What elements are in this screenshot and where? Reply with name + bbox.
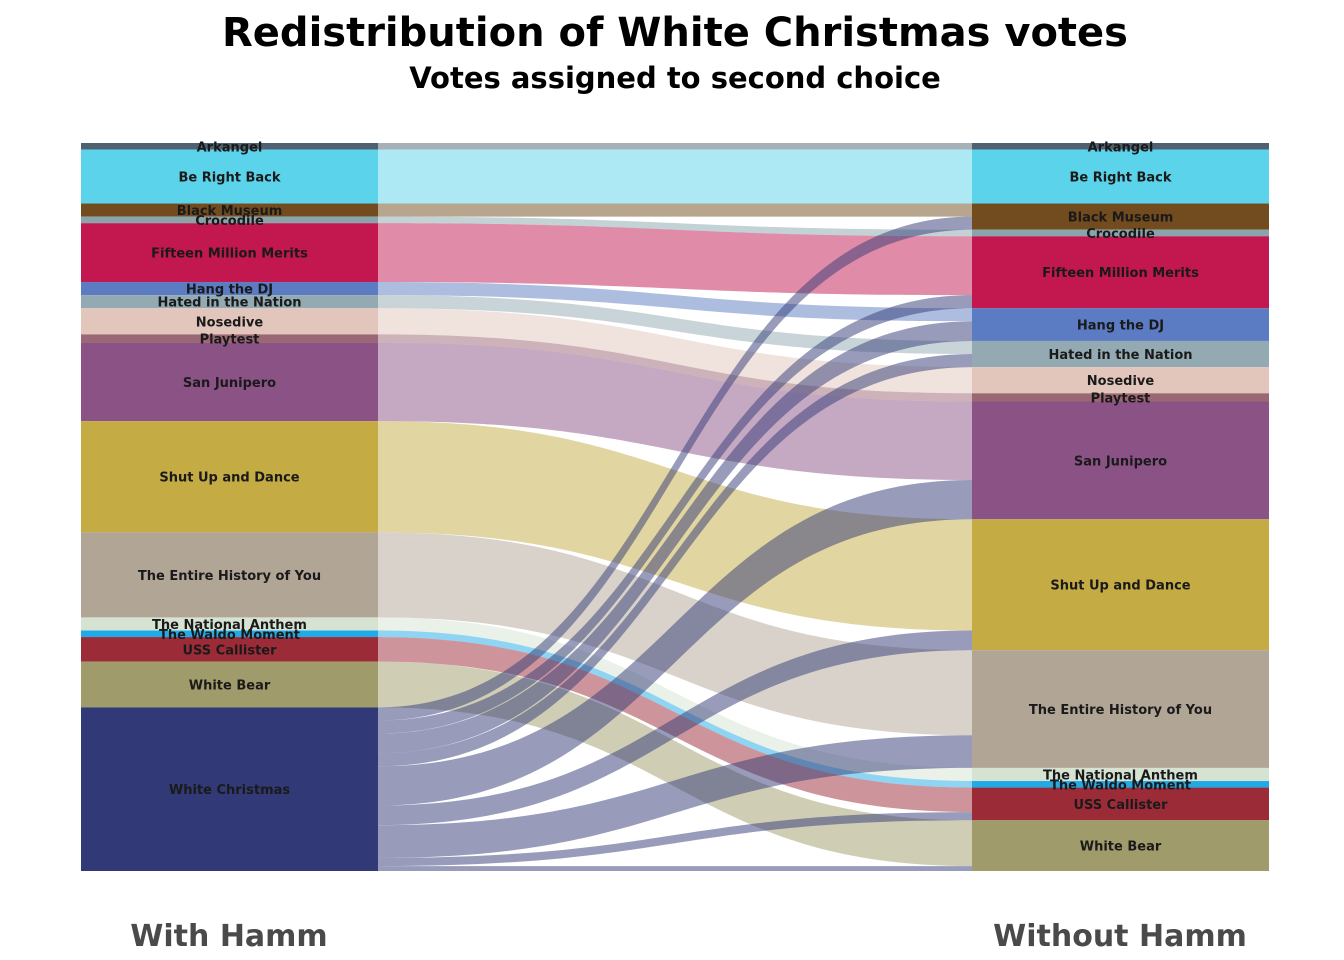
- right-node-label-white-bear: White Bear: [1080, 840, 1162, 855]
- flow-crocodile: [378, 216, 972, 237]
- flow-be-right-back: [378, 149, 972, 204]
- chart-subtitle: Votes assigned to second choice: [409, 61, 941, 95]
- flow-playtest: [378, 334, 972, 402]
- right-node-playtest: [972, 393, 1269, 402]
- left-node-arkangel: [81, 143, 378, 150]
- axis-label-with-hamm: With Hamm: [130, 919, 327, 954]
- flow-hang-the-dj: [378, 282, 972, 322]
- right-node-label-be-right-back: Be Right Back: [1069, 171, 1171, 186]
- left-node-label-crocodile: Crocodile: [195, 214, 264, 229]
- flow-white-christmas-to-fifteen-million-merits: [378, 295, 972, 734]
- left-node-fifteen-million-merits: [81, 223, 378, 283]
- right-node-label-san-junipero: San Junipero: [1074, 454, 1167, 469]
- left-node-playtest: [81, 334, 378, 343]
- right-node-label-fifteen-million-merits: Fifteen Million Merits: [1042, 266, 1199, 281]
- right-node-the-national-anthem: [972, 767, 1269, 782]
- right-node-uss-callister: [972, 787, 1269, 821]
- right-node-label-arkangel: Arkangel: [1088, 140, 1154, 155]
- right-node-be-right-back: [972, 149, 1269, 204]
- left-node-the-entire-history-of-you: [81, 532, 378, 618]
- flow-white-christmas-to-hated-in-the-nation: [378, 354, 972, 767]
- left-node-label-hated-in-the-nation: Hated in the Nation: [157, 296, 301, 311]
- flow-black-museum: [378, 203, 972, 217]
- left-node-hang-the-dj: [81, 282, 378, 296]
- right-node-label-crocodile: Crocodile: [1086, 227, 1155, 242]
- right-node-san-junipero: [972, 401, 1269, 520]
- flow-white-christmas-to-black-museum: [378, 216, 972, 721]
- left-node-white-christmas: [81, 707, 378, 871]
- left-node-nosedive: [81, 308, 378, 335]
- right-node-label-hang-the-dj: Hang the DJ: [1077, 319, 1164, 334]
- flow-shut-up-and-dance: [378, 421, 972, 631]
- right-node-hang-the-dj: [972, 308, 1269, 341]
- right-node-nosedive: [972, 367, 1269, 394]
- flow-white-christmas-to-san-junipero: [378, 480, 972, 806]
- right-node-shut-up-and-dance: [972, 519, 1269, 651]
- left-node-label-be-right-back: Be Right Back: [178, 171, 280, 186]
- flow-arkangel: [378, 143, 972, 150]
- left-node-hated-in-the-nation: [81, 295, 378, 309]
- left-node-shut-up-and-dance: [81, 421, 378, 533]
- left-node-label-white-bear: White Bear: [189, 679, 271, 694]
- left-node-san-junipero: [81, 342, 378, 422]
- right-node-label-the-entire-history-of-you: The Entire History of You: [1029, 703, 1212, 718]
- right-node-label-shut-up-and-dance: Shut Up and Dance: [1050, 579, 1190, 594]
- flow-san-junipero: [378, 342, 972, 481]
- left-node-label-fifteen-million-merits: Fifteen Million Merits: [151, 247, 308, 262]
- flow-white-christmas-to-the-entire-history-of-you: [378, 735, 972, 858]
- left-node-crocodile: [81, 216, 378, 224]
- right-node-hated-in-the-nation: [972, 340, 1269, 368]
- right-node-white-bear: [972, 820, 1269, 871]
- left-node-be-right-back: [81, 149, 378, 204]
- flow-white-christmas-to-white-bear: [378, 866, 972, 871]
- right-node-black-museum: [972, 203, 1269, 230]
- flow-the-waldo-moment: [378, 630, 972, 788]
- left-node-label-nosedive: Nosedive: [196, 315, 264, 330]
- flow-white-christmas-to-shut-up-and-dance: [378, 630, 972, 826]
- right-node-the-entire-history-of-you: [972, 650, 1269, 768]
- left-node-uss-callister: [81, 637, 378, 662]
- left-node-label-hang-the-dj: Hang the DJ: [186, 283, 273, 298]
- chart-title: Redistribution of White Christmas votes: [222, 10, 1128, 56]
- left-node-white-bear: [81, 661, 378, 708]
- left-node-label-black-museum: Black Museum: [177, 204, 283, 219]
- left-node-label-uss-callister: USS Callister: [182, 643, 277, 658]
- flow-white-christmas-to-uss-callister: [378, 812, 972, 867]
- axis-label-without-hamm: Without Hamm: [993, 919, 1247, 954]
- flow-layer: [378, 143, 972, 871]
- flow-the-national-anthem: [378, 617, 972, 782]
- right-node-label-the-waldo-moment: The Waldo Moment: [1050, 778, 1191, 793]
- right-node-label-the-national-anthem: The National Anthem: [1043, 768, 1198, 783]
- left-node-label-the-entire-history-of-you: The Entire History of You: [138, 569, 321, 584]
- right-node-fifteen-million-merits: [972, 236, 1269, 309]
- left-node-label-the-national-anthem: The National Anthem: [152, 618, 307, 633]
- left-node-label-the-waldo-moment: The Waldo Moment: [159, 628, 300, 643]
- left-node-label-shut-up-and-dance: Shut Up and Dance: [159, 471, 299, 486]
- right-node-label-nosedive: Nosedive: [1087, 374, 1155, 389]
- left-node-black-museum: [81, 203, 378, 217]
- right-node-arkangel: [972, 143, 1269, 150]
- right-node-label-uss-callister: USS Callister: [1073, 798, 1168, 813]
- flow-hated-in-the-nation: [378, 295, 972, 355]
- left-node-label-playtest: Playtest: [200, 332, 260, 347]
- left-node-the-national-anthem: [81, 617, 378, 631]
- right-node-crocodile: [972, 229, 1269, 237]
- left-node-the-waldo-moment: [81, 630, 378, 638]
- left-node-label-white-christmas: White Christmas: [169, 783, 291, 798]
- right-node-the-waldo-moment: [972, 781, 1269, 788]
- right-node-label-hated-in-the-nation: Hated in the Nation: [1048, 348, 1192, 363]
- flow-white-christmas-to-hang-the-dj: [378, 321, 972, 754]
- right-node-label-black-museum: Black Museum: [1068, 211, 1174, 226]
- right-node-label-playtest: Playtest: [1091, 391, 1151, 406]
- left-node-label-arkangel: Arkangel: [197, 140, 263, 155]
- left-node-label-san-junipero: San Junipero: [183, 376, 276, 391]
